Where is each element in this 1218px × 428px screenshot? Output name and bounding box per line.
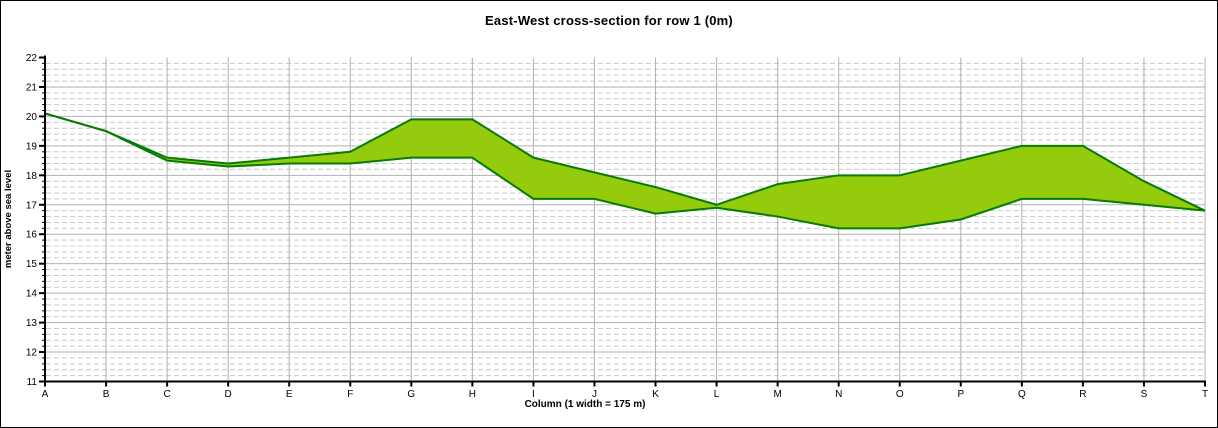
min-elevation-line (44, 112, 1206, 230)
x-tick-label: A (42, 389, 49, 400)
x-tick-label: I (532, 389, 535, 400)
x-tick-label: R (1079, 389, 1086, 400)
y-tick-label: 19 (26, 141, 38, 152)
x-tick-label: F (347, 389, 353, 400)
x-tick-label: O (896, 389, 904, 400)
y-tick-label: 11 (27, 377, 38, 388)
x-tick-label: K (652, 389, 659, 400)
x-tick-label: G (407, 389, 415, 400)
y-tick-label: 16 (26, 230, 38, 241)
x-tick-label: Q (1018, 389, 1026, 400)
x-tick-label: C (163, 389, 170, 400)
x-tick-label: N (835, 389, 842, 400)
y-tick-label: 18 (26, 171, 38, 182)
max-elevation-line (44, 112, 1206, 212)
x-tick-label: H (469, 389, 476, 400)
x-tick-label: D (225, 389, 232, 400)
y-tick-label: 15 (26, 259, 38, 270)
y-tick-label: 20 (26, 112, 38, 123)
y-tick-label: 12 (26, 348, 38, 359)
x-tick-label: P (957, 389, 964, 400)
elevation-band (45, 113, 1205, 229)
x-tick-label: M (773, 389, 781, 400)
y-tick-label: 21 (26, 82, 38, 93)
y-tick-label: 14 (26, 289, 38, 300)
x-tick-label: B (103, 389, 110, 400)
x-tick-label: S (1141, 389, 1148, 400)
x-axis-title: Column (1 width = 175 m) (524, 399, 646, 410)
x-tick-label: J (592, 389, 597, 400)
y-tick-label: 13 (26, 318, 38, 329)
y-tick-label: 22 (26, 53, 38, 64)
chart-title: East-West cross-section for row 1 (0m) (485, 13, 733, 28)
x-tick-label: T (1202, 389, 1208, 400)
y-tick-label: 17 (26, 200, 38, 211)
x-tick-label: E (286, 389, 293, 400)
x-tick-label: L (714, 389, 720, 400)
